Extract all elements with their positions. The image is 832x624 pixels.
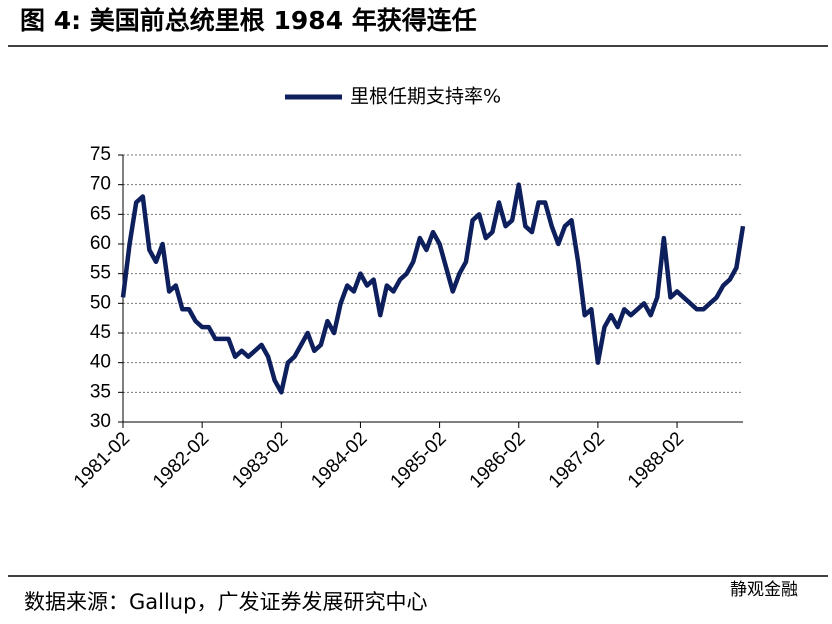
series-line — [120, 182, 746, 395]
y-tick-label: 55 — [90, 263, 111, 284]
x-tick-label: 1988-02 — [624, 428, 688, 492]
y-tick-label: 60 — [90, 233, 111, 254]
legend-label: 里根任期支持率% — [350, 86, 501, 108]
x-tick-label: 1982-02 — [149, 428, 213, 492]
x-tick-label: 1985-02 — [387, 428, 451, 492]
x-tick-label: 1986-02 — [466, 428, 530, 492]
chart-title: 图 4: 美国前总统里根 1984 年获得连任 — [20, 6, 477, 35]
source: 数据来源：Gallup，广发证券发展研究中心 — [24, 590, 427, 614]
y-tick-label: 40 — [90, 352, 111, 373]
x-tick-label: 1987-02 — [545, 428, 609, 492]
y-tick-label: 45 — [90, 322, 111, 343]
x-tick-label: 1981-02 — [70, 428, 134, 492]
y-tick-label: 35 — [90, 381, 111, 402]
x-tick-label: 1984-02 — [307, 428, 371, 492]
y-tick-label: 50 — [90, 292, 111, 313]
x-tick-label: 1983-02 — [228, 428, 292, 492]
y-tick-label: 75 — [90, 144, 111, 165]
y-tick-label: 65 — [90, 203, 111, 224]
watermark: 静观金融 — [730, 580, 798, 600]
y-tick-label: 30 — [90, 411, 111, 432]
y-tick-label: 70 — [90, 174, 111, 195]
